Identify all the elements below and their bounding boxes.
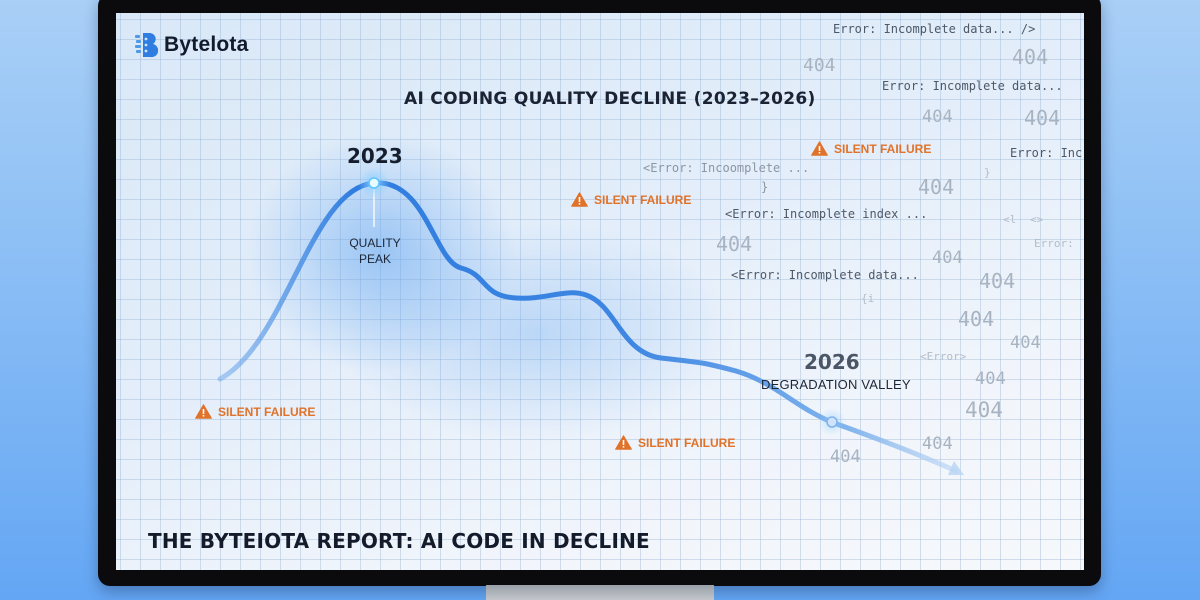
arrow-head bbox=[948, 461, 964, 475]
silent-failure-text: SILENT FAILURE bbox=[594, 192, 692, 207]
error-snippet: } bbox=[984, 166, 991, 179]
quality-peak-line1: QUALITY bbox=[349, 236, 401, 250]
mid-glow bbox=[336, 223, 736, 443]
silent-failure-badge: SILENT FAILURE bbox=[615, 435, 735, 450]
valley-year-label: 2026 bbox=[804, 350, 860, 374]
error-snippet: <> bbox=[1030, 213, 1044, 226]
valley-dot bbox=[826, 416, 838, 428]
error-404: 404 bbox=[1012, 45, 1049, 69]
warning-triangle-icon bbox=[195, 404, 212, 419]
error-snippet: <Error: Incoomplete ... bbox=[643, 161, 810, 175]
peak-dot bbox=[368, 177, 380, 189]
silent-failure-badge: SILENT FAILURE bbox=[571, 192, 691, 207]
error-404: 404 bbox=[965, 398, 1003, 422]
error-snippet: {i bbox=[861, 292, 875, 305]
error-snippet: <Error> bbox=[920, 350, 967, 363]
error-snippet: Error: Incomplete data... bbox=[882, 79, 1063, 93]
error-404: 404 bbox=[958, 307, 995, 331]
error-snippet: Error: bbox=[1034, 237, 1074, 250]
error-snippet: Error: Inc bbox=[1010, 146, 1083, 160]
chart-title: AI CODING QUALITY DECLINE (2023–2026) bbox=[404, 89, 816, 109]
silent-failure-badge: SILENT FAILURE bbox=[195, 404, 315, 419]
silent-failure-text: SILENT FAILURE bbox=[638, 435, 736, 450]
error-404: 404 bbox=[803, 55, 836, 76]
error-404: 404 bbox=[975, 369, 1006, 389]
silent-failure-text: SILENT FAILURE bbox=[218, 404, 316, 419]
error-snippet: <l bbox=[1003, 213, 1017, 226]
quality-peak-line2: PEAK bbox=[358, 252, 391, 266]
silent-failure-badge: SILENT FAILURE bbox=[811, 141, 931, 156]
warning-triangle-icon bbox=[615, 435, 632, 450]
error-snippet: } bbox=[761, 180, 769, 194]
error-snippet: Error: Incomplete data... /> bbox=[833, 22, 1036, 36]
error-404: 404 bbox=[918, 175, 955, 199]
warning-triangle-icon bbox=[571, 192, 588, 207]
error-404: 404 bbox=[932, 248, 963, 268]
brand-name: Bytelota bbox=[164, 33, 249, 56]
quality-peak-label: QUALITY PEAK bbox=[340, 235, 410, 267]
error-404: 404 bbox=[922, 434, 953, 454]
silent-failure-text: SILENT FAILURE bbox=[834, 141, 932, 156]
degradation-valley-label: DEGRADATION VALLEY bbox=[761, 377, 911, 392]
error-snippet: <Error: Incomplete index ... bbox=[725, 207, 928, 221]
monitor-stand bbox=[486, 585, 714, 600]
error-404: 404 bbox=[1010, 333, 1041, 353]
brain-b-logo-icon bbox=[135, 33, 158, 58]
error-snippet: <Error: Incomplete data... bbox=[731, 268, 919, 282]
warning-triangle-icon bbox=[811, 141, 828, 156]
error-404: 404 bbox=[716, 232, 753, 256]
error-404: 404 bbox=[830, 447, 861, 467]
quality-chart bbox=[217, 133, 964, 475]
brand-logo[interactable]: Bytelota bbox=[134, 31, 248, 59]
error-404: 404 bbox=[922, 107, 953, 127]
report-title: THE BYTEIOTA REPORT: AI CODE IN DECLINE bbox=[148, 529, 650, 553]
error-404: 404 bbox=[979, 269, 1016, 293]
monitor-screen: Bytelota AI CODING QUALITY DECLINE (2023… bbox=[116, 13, 1084, 570]
error-404: 404 bbox=[1024, 106, 1061, 130]
peak-year-label: 2023 bbox=[347, 144, 403, 168]
